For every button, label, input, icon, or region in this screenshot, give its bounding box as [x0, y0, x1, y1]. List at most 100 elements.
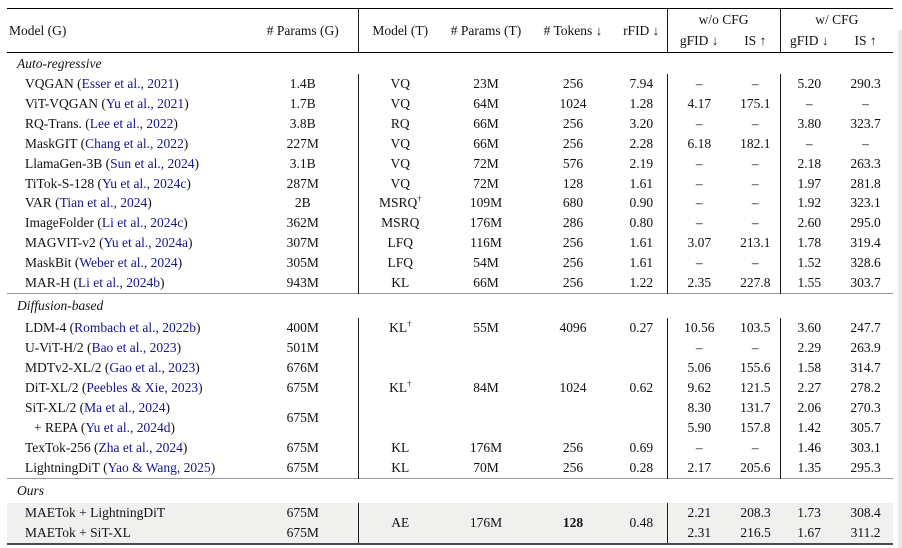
cell: 9.62	[666, 378, 731, 399]
table-row: ViT-VQGAN (Yu et al., 2021) 1.7B VQ 64M 1024…	[7, 93, 893, 114]
cell: –	[751, 155, 759, 171]
citation-link[interactable]: Ma et al., 2024	[84, 400, 166, 416]
model-name-suffix: )	[182, 439, 188, 455]
citation-link[interactable]: Weber et al., 2024	[79, 255, 178, 271]
section-label: Ours	[7, 477, 894, 504]
citation-link[interactable]: Li et al., 2024c	[101, 215, 184, 231]
citation-link[interactable]: Chang et al., 2022	[85, 135, 184, 151]
cell: 256	[562, 115, 584, 131]
cell: VQ	[357, 133, 442, 154]
model-name-suffix: )	[210, 459, 216, 475]
model-name: MAGVIT-v2 (	[25, 235, 104, 251]
model-name-suffix: )	[195, 360, 200, 376]
cell: 4096	[559, 320, 587, 336]
citation-link[interactable]: Bao et al., 2023	[91, 340, 177, 356]
cell: –	[751, 215, 759, 231]
model-name-suffix: )	[173, 115, 178, 131]
cell: 0.80	[629, 215, 654, 231]
cell: 1.35	[779, 457, 839, 479]
cell: –	[751, 115, 759, 131]
cell: 5.20	[779, 74, 839, 94]
citation-link[interactable]: Gao et al., 2023	[109, 360, 196, 376]
model-name: LDM-4 (	[25, 320, 75, 336]
dagger: †	[417, 193, 422, 204]
citation-link[interactable]: Peebles & Xie, 2023	[86, 380, 199, 396]
table-row: MAGVIT-v2 (Yu et al., 2024a) 307M LFQ 116M 2…	[7, 233, 893, 254]
table-row: MaskBit (Weber et al., 2024) 305M LFQ 54M 25…	[7, 253, 893, 274]
citation-link[interactable]: Yu et al., 2021	[105, 95, 185, 111]
cell: KL	[357, 437, 442, 458]
cell: 362M	[286, 215, 319, 231]
table-row: LDM-4 (Rombach et al., 2022b) 400M KL† 55M 4…	[7, 318, 893, 339]
cell: 1.42	[779, 418, 839, 438]
cell: 72M	[473, 175, 499, 191]
citation-link[interactable]: Rombach et al., 2022b	[74, 320, 196, 336]
cell	[530, 418, 616, 438]
cell: –	[666, 213, 731, 234]
cell: 6.18	[666, 133, 731, 154]
model-cell: LDM-4 (Rombach et al., 2022b)	[7, 318, 248, 338]
citation-link[interactable]: Yu et al., 2024a	[103, 235, 188, 251]
cell: –	[751, 340, 759, 356]
cell: 278.2	[850, 380, 881, 396]
cell: VQ	[357, 173, 442, 194]
cell: 8.30	[666, 398, 731, 418]
model-cell: VAR (Tian et al., 2024)	[7, 193, 248, 213]
citation-link[interactable]: Esser et al., 2021	[81, 76, 175, 91]
header-group-row: Model (G) # Params (G) Model (T) # Param…	[7, 8, 894, 53]
citation-link[interactable]: Yao & Wang, 2025	[107, 459, 211, 475]
col-header-is-wo-cfg: IS ↑	[744, 33, 767, 48]
cell: 501M	[286, 340, 319, 356]
citation-link[interactable]: Zha et al., 2024	[98, 439, 183, 455]
model-name-suffix: )	[170, 420, 176, 435]
model-cell: VQGAN (Esser et al., 2021)	[7, 74, 248, 94]
model-name-suffix: )	[184, 95, 189, 111]
cell	[357, 338, 442, 359]
cell	[442, 338, 530, 358]
model-cell: TexTok-256 (Zha et al., 2024)	[7, 438, 248, 458]
citation-link[interactable]: Yu et al., 2024d	[85, 420, 171, 435]
citation-link[interactable]: Li et al., 2024b	[77, 275, 160, 291]
model-cell: MAR-H (Li et al., 2024b)	[7, 273, 248, 293]
col-header-rfid: rFID ↓	[623, 23, 660, 38]
section-label: Diffusion-based	[7, 292, 894, 319]
citation-link[interactable]: Yu et al., 2024c	[101, 175, 187, 191]
model-name: + REPA (	[34, 420, 86, 435]
cell: 66M	[473, 115, 499, 131]
cell: 227.8	[740, 275, 771, 291]
cell: 2.18	[779, 153, 839, 174]
cell	[616, 338, 667, 358]
model-name-suffix: )	[187, 235, 193, 251]
citation-link[interactable]: Lee et al., 2022	[89, 115, 174, 131]
cell: 1.22	[629, 275, 654, 291]
model-name: MaskGIT (	[25, 135, 86, 151]
model-name: VAR (	[25, 195, 60, 211]
cell: 72M	[473, 155, 499, 171]
cell: MSRQ	[357, 213, 442, 234]
cell: 1.52	[779, 253, 839, 274]
citation-link[interactable]: Sun et al., 2024	[110, 155, 195, 171]
cell: 7.94	[629, 76, 654, 91]
cell: KL	[357, 457, 442, 479]
section-label-row: Ours	[7, 477, 894, 504]
cell: 131.7	[740, 400, 771, 416]
table-row: MaskGIT (Chang et al., 2022) 227M VQ 66M 256…	[7, 133, 893, 154]
model-name-suffix: )	[159, 275, 165, 291]
cell	[442, 358, 530, 378]
model-name: SiT-XL/2 (	[25, 400, 85, 416]
citation-link[interactable]: Tian et al., 2024	[59, 195, 148, 211]
cell: 3.80	[779, 113, 839, 134]
cell: 675M	[286, 459, 319, 475]
table-row: MDTv2-XL/2 (Gao et al., 2023) 676M 5.06 155…	[7, 358, 893, 379]
cell: 2.27	[779, 378, 839, 399]
cell: 256	[562, 76, 584, 91]
table-row: DiT-XL/2 (Peebles & Xie, 2023) 675M KL† 84M…	[7, 378, 893, 399]
table-row: MAETok + LightningDiT 675M AE 176M 128 0.48 2.…	[7, 503, 894, 545]
cell: 64M	[473, 95, 499, 111]
cell: KL†	[357, 318, 442, 339]
cell: 295.3	[850, 459, 881, 475]
cell: –	[666, 74, 731, 94]
cell	[357, 418, 442, 438]
cell: RQ	[357, 113, 442, 134]
cell: –	[666, 437, 731, 458]
